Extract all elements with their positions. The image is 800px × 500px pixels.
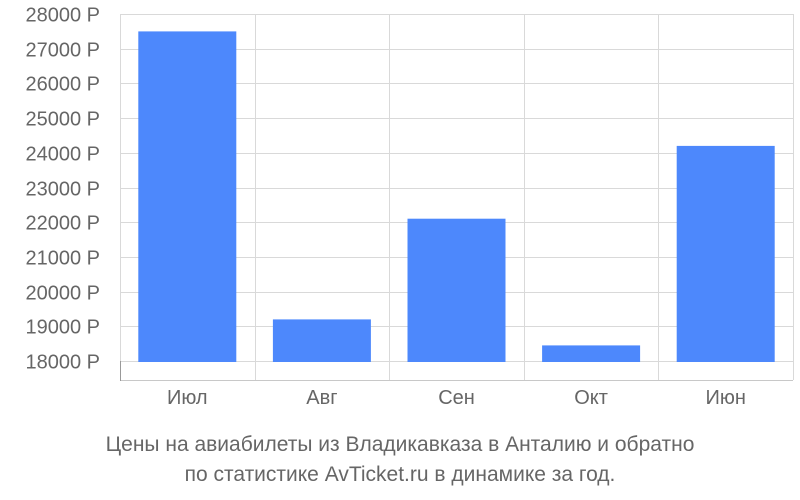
caption-line-2: по статистике AvTicket.ru в динамике за … (184, 463, 616, 486)
bar-4 (542, 345, 641, 362)
chart-caption: Цены на авиабилеты из Владикавказа в Ант… (0, 430, 800, 490)
y-axis-labels: 18000 Р 19000 Р 20000 Р 21000 Р 22000 Р 23000… (25, 5, 100, 374)
bar-2 (272, 319, 371, 362)
y-tick-label: 26000 Р (25, 74, 100, 96)
x-tick-label: Авг (306, 387, 337, 409)
x-tick-label: Сен (438, 387, 475, 409)
y-tick-label: 20000 Р (25, 283, 100, 305)
y-tick-label: 18000 Р (25, 352, 100, 374)
bar-3 (407, 218, 506, 362)
y-tick-label: 28000 Р (25, 5, 100, 27)
x-tick-label: Июн (705, 387, 745, 409)
y-tick-label: 23000 Р (25, 179, 100, 201)
bar-5 (676, 145, 775, 362)
y-tick-label: 22000 Р (25, 213, 100, 235)
x-axis-labels: Июл Авг Сен Окт Июн (167, 387, 746, 409)
chart-axes (120, 361, 793, 381)
x-tick-label: Июл (167, 387, 208, 409)
bar-1 (138, 31, 237, 363)
chart-bars (138, 31, 775, 363)
x-tick-label: Окт (574, 387, 608, 409)
y-tick-label: 25000 Р (25, 109, 100, 131)
y-tick-label: 24000 Р (25, 144, 100, 166)
y-tick-label: 19000 Р (25, 317, 100, 339)
y-tick-label: 21000 Р (25, 248, 100, 270)
caption-line-1: Цены на авиабилеты из Владикавказа в Ант… (105, 433, 695, 456)
y-tick-label: 27000 Р (25, 40, 100, 62)
